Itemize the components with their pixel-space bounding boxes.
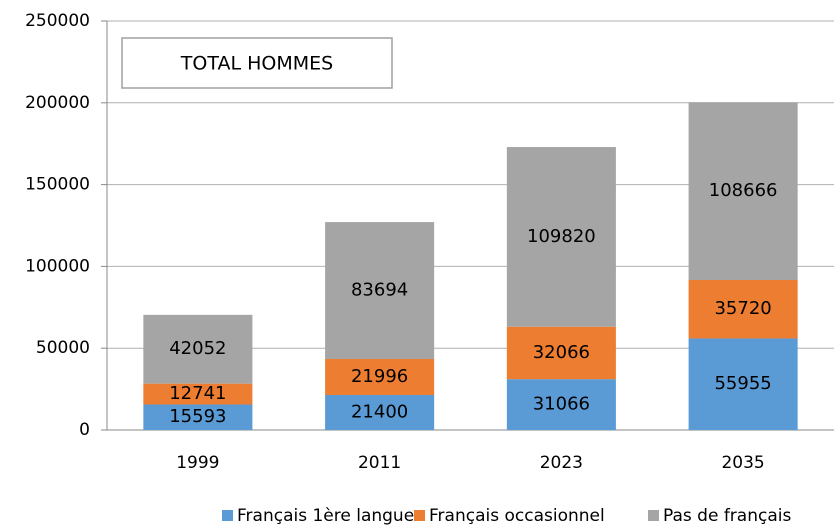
bar-segment <box>688 102 798 281</box>
bar-segment <box>506 147 616 327</box>
legend-swatch <box>648 510 659 521</box>
y-tick-label: 250000 <box>25 11 90 31</box>
bar-segment <box>143 383 253 405</box>
value-label: 21400 <box>351 401 408 422</box>
x-tick-label: 1999 <box>176 453 219 473</box>
value-label: 108666 <box>709 180 778 201</box>
bar-segment <box>688 280 798 339</box>
x-tick-label: 2011 <box>358 453 401 473</box>
chart-title: TOTAL HOMMES <box>180 53 333 75</box>
bar-segment <box>325 222 435 360</box>
value-label: 32066 <box>533 342 590 363</box>
value-label: 83694 <box>351 280 408 301</box>
y-tick-label: 50000 <box>36 338 90 358</box>
bar-segment <box>506 379 616 430</box>
legend-label: Français occasionnel <box>429 506 605 526</box>
y-tick-label: 150000 <box>25 175 90 195</box>
bar-segment <box>688 338 798 430</box>
y-tick-label: 0 <box>79 420 90 440</box>
value-label: 31066 <box>533 394 590 415</box>
value-label: 42052 <box>169 338 226 359</box>
title-box <box>121 37 393 89</box>
legend-label: Français 1ère langue <box>237 506 414 526</box>
legend-swatch <box>414 510 425 521</box>
value-label: 55955 <box>714 373 771 394</box>
y-tick-label: 200000 <box>25 93 90 113</box>
value-label: 15593 <box>169 406 226 427</box>
bar-segment <box>506 326 616 380</box>
value-label: 21996 <box>351 366 408 387</box>
x-tick-label: 2023 <box>540 453 583 473</box>
value-label: 109820 <box>527 226 596 247</box>
value-label: 35720 <box>714 298 771 319</box>
y-tick-label: 100000 <box>25 256 90 276</box>
x-tick-label: 2035 <box>721 453 764 473</box>
value-label: 12741 <box>169 383 226 404</box>
bar-segment <box>143 404 253 430</box>
legend-label: Pas de français <box>663 506 791 526</box>
bar-segment <box>143 314 253 384</box>
legend-swatch <box>222 510 233 521</box>
bar-segment <box>325 359 435 395</box>
bar-segment <box>325 394 435 430</box>
